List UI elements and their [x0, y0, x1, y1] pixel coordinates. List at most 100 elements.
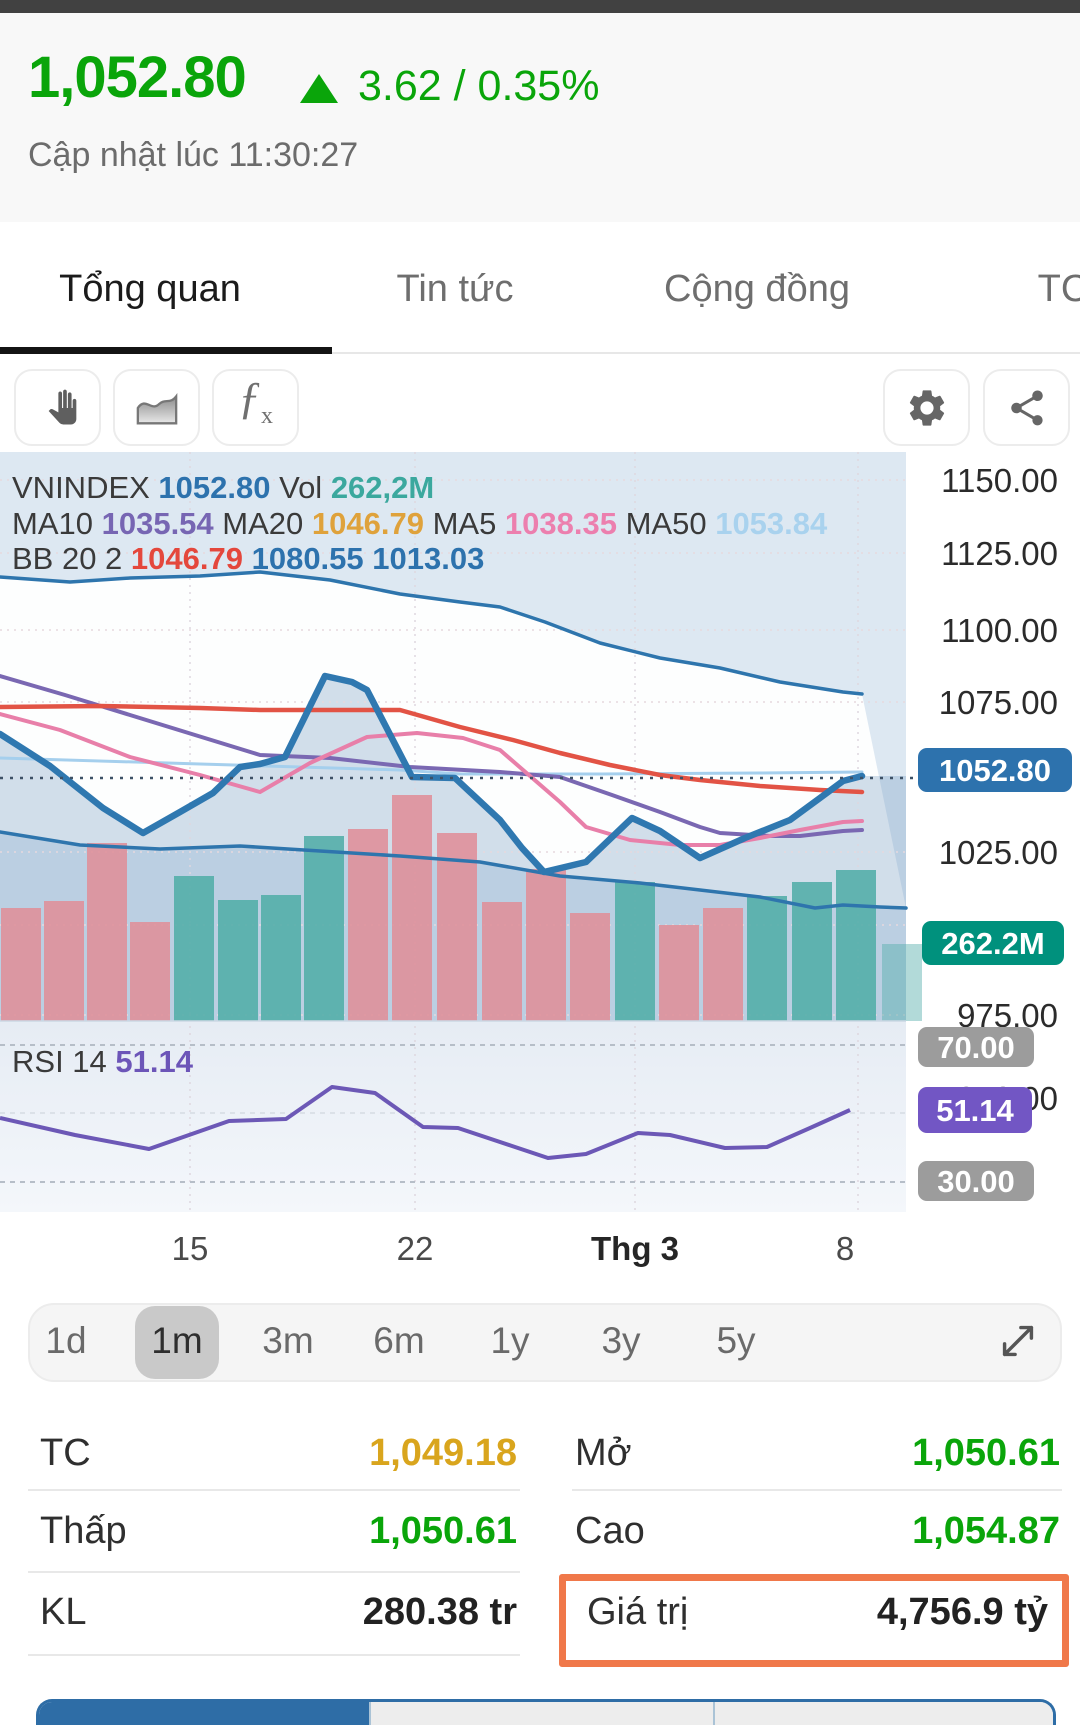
volume-bar	[1, 908, 41, 1021]
stat-value: 1,049.18	[369, 1431, 517, 1474]
divider	[28, 1571, 520, 1573]
volume-bar	[703, 908, 743, 1021]
status-bar	[0, 0, 1080, 13]
price-up-triangle-icon	[300, 74, 338, 103]
stat-row-mo: Mở 1,050.61	[575, 1428, 1060, 1478]
fullscreen-button[interactable]	[995, 1318, 1041, 1364]
tab-tc-partial[interactable]: TC	[1037, 268, 1080, 310]
axis-badge	[918, 1087, 1032, 1133]
chart-legend-row-3: BB 20 2 1046.79 1080.55 1013.03	[12, 541, 484, 576]
chart-legend-row-2: MA10 1035.54 MA20 1046.79 MA5 1038.35 MA…	[12, 506, 828, 541]
axis-badge	[918, 1027, 1034, 1067]
stat-label: Thấp	[40, 1509, 127, 1552]
stat-label: KL	[40, 1590, 87, 1633]
gia-tri-highlight-box	[559, 1574, 1069, 1667]
bb-lower-line	[0, 830, 908, 910]
y-axis-label: 1150.00	[941, 462, 1058, 499]
volume-bar	[659, 925, 699, 1021]
settings-gear-icon	[905, 386, 949, 430]
y-axis-label: 1100.00	[941, 612, 1058, 649]
tab-cong-dong[interactable]: Cộng đồng	[664, 268, 850, 310]
bottom-segment-active[interactable]	[39, 1702, 369, 1725]
volume-bar	[482, 902, 522, 1021]
rsi-legend: RSI 14 51.14	[12, 1044, 194, 1079]
header-background	[0, 13, 1080, 222]
volume-bar	[615, 882, 655, 1021]
price-chart[interactable]: 1150.001125.001100.001075.001025.00975.0…	[0, 452, 1080, 1262]
rsi-pane-bg	[0, 1021, 906, 1212]
divider	[28, 1489, 520, 1491]
selected-range-pill	[135, 1306, 219, 1379]
ma50-line	[0, 756, 864, 776]
stat-row-tc: TC 1,049.18	[40, 1428, 517, 1478]
price-change: 3.62 / 0.35%	[358, 62, 600, 110]
range-6m[interactable]: 6m	[373, 1320, 425, 1361]
tab-tin-tuc[interactable]: Tin tức	[396, 268, 514, 310]
volume-bar	[747, 896, 787, 1021]
stat-value: 280.38 tr	[362, 1590, 517, 1633]
bottom-segment[interactable]	[713, 1702, 1053, 1725]
chart-style-button[interactable]	[113, 369, 200, 446]
volume-bar	[218, 900, 258, 1021]
tab-tong-quan[interactable]: Tổng quan	[59, 268, 241, 310]
last-updated-text: Cập nhật lúc 11:30:27	[28, 136, 359, 174]
range-5y[interactable]: 5y	[716, 1320, 756, 1361]
stat-row-gia-tri: Giá trị 4,756.9 tỷ	[587, 1587, 1048, 1637]
y-axis-label: 1075.00	[939, 684, 1058, 721]
axis-badge	[918, 748, 1072, 792]
axis-badge-text: 51.14	[936, 1093, 1014, 1128]
volume-bar	[87, 843, 127, 1021]
stat-label: TC	[40, 1431, 91, 1474]
axis-badge-text: 70.00	[937, 1030, 1015, 1065]
bb-upper-line	[0, 570, 864, 696]
volume-bar	[836, 870, 876, 1021]
indicators-button[interactable]: ƒx	[212, 369, 299, 446]
x-axis-label: 15	[171, 1230, 209, 1267]
expand-icon	[995, 1325, 1041, 1368]
pan-tool-button[interactable]	[14, 369, 101, 446]
chart-settings-button[interactable]	[883, 369, 970, 446]
bottom-segment-bar[interactable]	[36, 1699, 1056, 1725]
volume-bar	[526, 869, 566, 1021]
volume-bar	[261, 895, 301, 1021]
axis-badge	[922, 921, 1064, 965]
axis-badge-text: 1052.80	[939, 753, 1051, 788]
price-line	[0, 672, 866, 876]
axis-badge	[918, 1161, 1034, 1201]
hand-icon	[36, 386, 80, 430]
ma5-line	[0, 712, 864, 847]
rsi-line	[0, 1085, 851, 1160]
area-chart-icon	[134, 388, 180, 428]
stat-value: 1,054.87	[912, 1509, 1060, 1552]
volume-bar	[882, 944, 922, 1021]
bottom-segment[interactable]	[369, 1702, 713, 1725]
chart-legend-row-1: VNINDEX 1052.80 Vol 262,2M	[12, 470, 434, 505]
volume-bar	[570, 913, 610, 1021]
current-price: 1,052.80	[28, 45, 247, 110]
stat-row-kl: KL 280.38 tr	[40, 1587, 517, 1637]
stat-row-cao: Cao 1,054.87	[575, 1506, 1060, 1556]
share-icon	[1006, 387, 1048, 429]
volume-bar	[437, 833, 477, 1021]
x-axis-label: 8	[835, 1230, 855, 1267]
y-axis-label: 1025.00	[939, 834, 1058, 871]
stat-label: Cao	[575, 1509, 645, 1552]
volume-bar	[130, 922, 170, 1021]
bb-band-fill	[0, 572, 906, 908]
volume-bar	[304, 836, 344, 1021]
range-1y[interactable]: 1y	[490, 1320, 530, 1361]
share-button[interactable]	[983, 369, 1070, 446]
range-3y[interactable]: 3y	[601, 1320, 641, 1361]
fx-icon: ƒx	[238, 372, 273, 430]
range-1d[interactable]: 1d	[45, 1320, 87, 1361]
axis-badge-text: 30.00	[937, 1164, 1015, 1199]
y-axis-label: 1125.00	[941, 535, 1058, 572]
stat-label: Giá trị	[587, 1590, 689, 1633]
volume-bar	[44, 901, 84, 1021]
volume-bar	[348, 829, 388, 1021]
stat-row-thap: Thấp 1,050.61	[40, 1506, 517, 1556]
axis-badge-text: 262.2M	[941, 926, 1044, 961]
range-1m[interactable]: 1m	[151, 1320, 203, 1361]
stat-value: 1,050.61	[912, 1431, 1060, 1474]
range-3m[interactable]: 3m	[262, 1320, 314, 1361]
